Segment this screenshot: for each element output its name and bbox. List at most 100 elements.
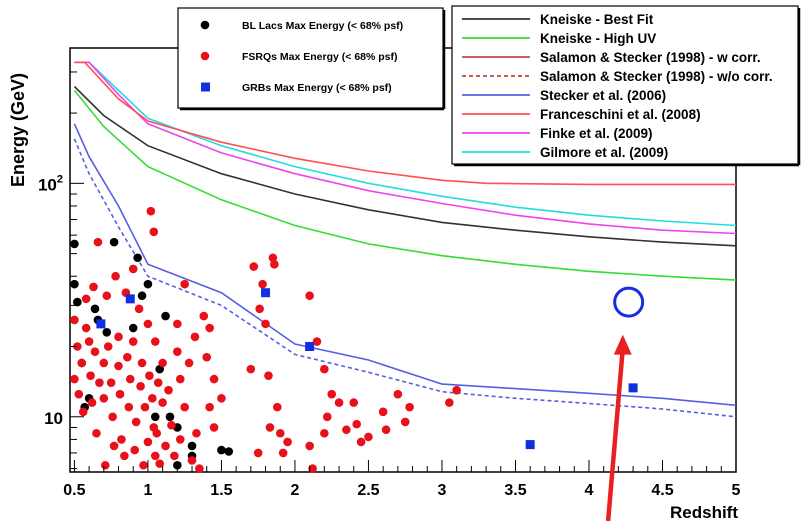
bllac-point — [73, 297, 82, 307]
fsrq-point — [140, 402, 150, 412]
fsrq-point — [167, 420, 176, 430]
fsrq-point — [81, 294, 91, 304]
bllac-point — [70, 279, 79, 289]
fsrq-point — [128, 337, 138, 346]
line-legend-label: Stecker et al. (2006) — [540, 88, 666, 103]
fsrq-point — [400, 417, 410, 427]
fsrq-point — [190, 332, 200, 342]
fsrq-point — [255, 304, 264, 314]
fsrq-point — [84, 337, 94, 346]
fsrq-point — [148, 393, 157, 403]
fsrq-point — [305, 291, 314, 301]
fsrq-point — [120, 451, 129, 461]
model-curves — [73, 61, 737, 418]
axis-ticks: 0.5 1 1.5 2 2.5 3 3.5 4 4.5 5 10 102 — [38, 71, 741, 499]
fsrq-point — [249, 262, 259, 271]
fsrq-point — [131, 417, 141, 427]
fsrq-point — [253, 448, 263, 458]
fsrq-point — [125, 374, 135, 384]
fsrq-point — [175, 435, 185, 444]
bllac-point — [150, 412, 160, 422]
fsrq-point — [342, 425, 351, 435]
fsrq-point — [139, 460, 148, 470]
fsrq-point — [246, 364, 256, 374]
bllac-point — [224, 447, 234, 456]
x-tick-label: 3.5 — [504, 482, 526, 499]
x-tick-label: 4 — [585, 482, 594, 499]
bllac-point — [70, 239, 79, 249]
fsrq-point — [393, 389, 403, 399]
fsrq-point — [173, 319, 182, 329]
fsrq-point — [99, 393, 109, 403]
fsrq-point — [180, 279, 189, 289]
line-legend: Kneiske - Best Fit Kneiske - High UV Salam… — [451, 5, 801, 167]
bllac-point — [137, 291, 147, 301]
arrow-shaft — [605, 348, 626, 521]
fsrq-point — [92, 428, 101, 438]
fsrq-point — [322, 412, 332, 422]
point-legend-label: FSRQs Max Energy (< 68% psf) — [242, 51, 398, 63]
fsrq-point — [217, 393, 226, 403]
fsrq-point — [150, 337, 160, 346]
fsrq-point — [272, 402, 282, 412]
curve-7 — [73, 138, 737, 418]
fsrq-point — [352, 419, 361, 429]
bllac-point — [173, 460, 182, 470]
grb-point — [261, 288, 271, 298]
fsrq-point — [137, 358, 147, 368]
fsrq-point — [86, 371, 95, 380]
fsrq-point — [152, 428, 162, 438]
point-legend: BL Lacs Max Energy (< 68% psf) FSRQs Max … — [177, 7, 446, 111]
x-tick-label: 4.5 — [651, 482, 673, 499]
fsrq-point — [187, 456, 197, 465]
fsrq-point — [270, 259, 279, 269]
fsrq-point — [378, 407, 388, 417]
bllac-point — [109, 237, 119, 247]
curve-4 — [73, 85, 737, 247]
legend-marker-square — [201, 82, 210, 92]
fsrq-point — [114, 361, 123, 371]
fsrq-point — [149, 227, 159, 237]
fsrq-point — [445, 398, 454, 407]
fsrq-point — [305, 441, 314, 451]
fsrq-point — [106, 378, 116, 387]
fsrq-point — [146, 206, 156, 216]
fsrq-point — [87, 398, 97, 407]
fsrq-point — [170, 451, 179, 461]
line-legend-label: Kneiske - Best Fit — [540, 12, 654, 27]
line-legend-box — [451, 5, 799, 165]
y-tick-label: 10 — [44, 409, 63, 428]
x-tick-label: 3 — [438, 482, 447, 499]
bllac-point — [187, 441, 197, 451]
fsrq-point — [93, 237, 103, 247]
fsrq-point — [103, 342, 113, 351]
fsrq-point — [143, 437, 153, 447]
fsrq-point — [334, 398, 344, 407]
x-tick-label: 5 — [732, 482, 741, 499]
fsrq-point — [117, 435, 126, 444]
fsrq-point — [99, 358, 109, 368]
line-legend-label: Salamon & Stecker (1998) - w corr. — [540, 50, 761, 65]
curve-6 — [73, 123, 737, 407]
fsrq-point — [95, 378, 104, 387]
fsrq-point — [278, 448, 288, 458]
fsrq-point — [320, 364, 329, 374]
fsrq-point — [320, 428, 329, 438]
fsrq-point — [283, 437, 292, 447]
fsrq-point — [89, 282, 98, 292]
fsrq-point — [275, 428, 285, 438]
fsrq-point — [158, 358, 167, 368]
x-tick-label: 0.5 — [63, 482, 85, 499]
arrow-head — [613, 334, 632, 355]
fsrq-point — [136, 382, 145, 391]
fsrq-point — [381, 425, 391, 435]
y-tick-label: 102 — [38, 173, 63, 194]
fsrq-point — [115, 389, 125, 399]
x-axis-label: Redshift — [670, 503, 738, 521]
data-points — [70, 206, 638, 473]
fsrq-point — [184, 358, 194, 368]
fsrq-point — [312, 337, 322, 346]
point-legend-box — [177, 7, 444, 109]
line-legend-label: Salamon & Stecker (1998) - w/o corr. — [540, 69, 773, 84]
